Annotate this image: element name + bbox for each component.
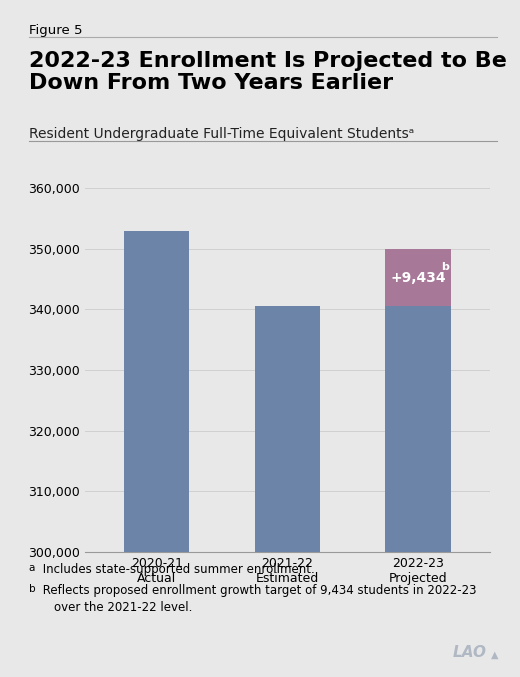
Bar	[255, 306, 320, 552]
Text: Resident Undergraduate Full-Time Equivalent Studentsᵃ: Resident Undergraduate Full-Time Equival…	[29, 127, 414, 141]
Bar	[385, 306, 451, 552]
Bar	[385, 249, 451, 306]
Text: ▲: ▲	[491, 650, 499, 660]
Bar	[124, 231, 189, 552]
Text: over the 2021-22 level.: over the 2021-22 level.	[39, 601, 192, 614]
Text: 2022-23 Enrollment Is Projected to Be
Down From Two Years Earlier: 2022-23 Enrollment Is Projected to Be Do…	[29, 51, 506, 93]
Text: b: b	[441, 263, 449, 272]
Text: b: b	[29, 584, 35, 594]
Text: Figure 5: Figure 5	[29, 24, 82, 37]
Text: LAO: LAO	[452, 645, 486, 660]
Text: +9,434: +9,434	[390, 271, 446, 285]
Text: Reflects proposed enrollment growth target of 9,434 students in 2022-23: Reflects proposed enrollment growth targ…	[39, 584, 476, 596]
Text: Includes state-supported summer enrollment.: Includes state-supported summer enrollme…	[39, 563, 315, 576]
Text: a: a	[29, 563, 35, 573]
